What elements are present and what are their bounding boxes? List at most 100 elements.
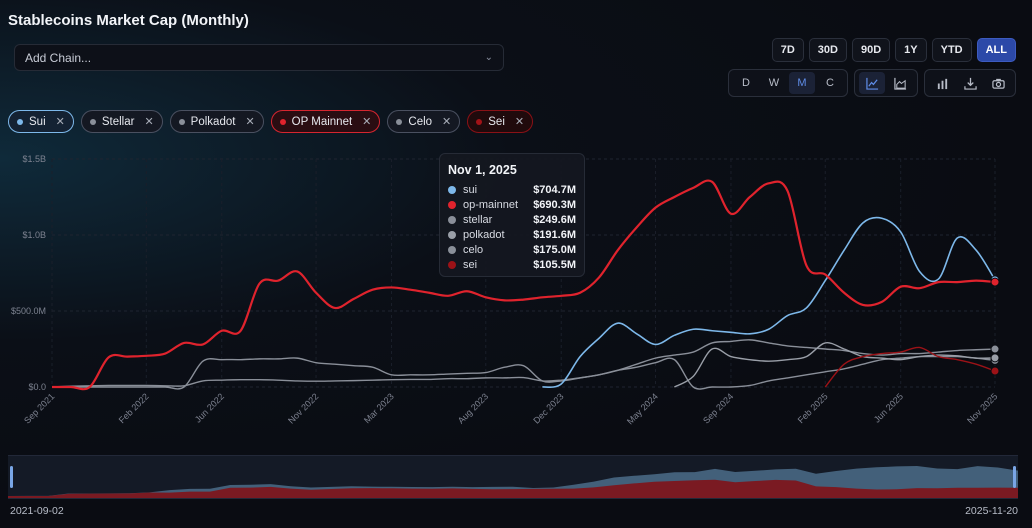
tooltip-series-value: $105.5M: [533, 258, 576, 271]
chip-label: Celo: [408, 115, 433, 128]
chip-label: OP Mainnet: [291, 115, 353, 128]
navigator-op-area: [8, 479, 1018, 498]
close-icon[interactable]: ✕: [514, 116, 525, 128]
sui-color-dot: [17, 118, 23, 125]
chip-label: Sui: [29, 115, 46, 128]
tooltip-series-name: celo: [463, 243, 484, 256]
x-tick-label: Jun 2022: [193, 391, 226, 424]
y-tick-label: $500.0M: [11, 306, 46, 316]
chip-celo[interactable]: Celo ✕: [387, 110, 461, 133]
y-tick-label: $1.0B: [22, 230, 46, 240]
tooltip-row: sei $105.5M: [448, 257, 576, 272]
interval-c-button[interactable]: C: [826, 77, 834, 89]
tooltip-row: celo $175.0M: [448, 242, 576, 257]
download-icon[interactable]: [957, 72, 983, 94]
x-tick-label: May 2024: [625, 391, 660, 426]
area-chart-icon[interactable]: [887, 72, 913, 94]
series-line-celo: [51, 355, 996, 390]
series-endpoint-stellar: [990, 344, 1000, 354]
range-navigator[interactable]: [8, 455, 1018, 499]
tooltip-series-value: $191.6M: [533, 228, 576, 241]
x-tick-label: Mar 2023: [362, 391, 396, 425]
interval-d-button[interactable]: D: [742, 77, 750, 89]
tooltip-series-dot: [448, 245, 456, 254]
interval-w-button[interactable]: W: [768, 77, 780, 89]
range-ytd-button[interactable]: YTD: [931, 38, 972, 62]
navigator-preview: [8, 466, 1018, 498]
range-30d-button[interactable]: 30D: [808, 38, 847, 62]
tooltip-series-dot: [448, 230, 456, 239]
series-line-polkadot: [674, 342, 996, 388]
range-90d-button[interactable]: 90D: [851, 38, 891, 62]
stellar-color-dot: [89, 118, 96, 125]
add-chain-select[interactable]: Add Chain... ⌄: [14, 44, 504, 71]
chip-polkadot[interactable]: Polkadot ✕: [169, 110, 264, 133]
sei-color-dot: [476, 118, 483, 125]
series-endpoint-op-mainnet: [990, 277, 1000, 287]
interval-m-button[interactable]: M: [789, 72, 815, 94]
y-tick-label: $0.0: [28, 382, 46, 392]
tooltip-series-name: sei: [463, 258, 478, 271]
tooltip-series-value: $175.0M: [533, 243, 576, 256]
tooltip-row: op-mainnet $690.3M: [448, 197, 576, 212]
chevron-down-icon: ⌄: [484, 52, 493, 63]
chip-label: Polkadot: [190, 115, 236, 128]
camera-icon[interactable]: [985, 72, 1011, 94]
tooltip-series-name: op-mainnet: [463, 198, 519, 211]
tooltip-row: stellar $249.6M: [448, 212, 576, 227]
chip-stellar[interactable]: Stellar ✕: [80, 110, 163, 133]
chain-chips: Sui ✕ Stellar ✕ Polkadot ✕ OP Mainnet ✕ …: [8, 110, 534, 133]
tooltip-series-name: sui: [463, 183, 478, 196]
series-line-sei: [824, 346, 996, 388]
tooltip-row: sui $704.7M: [448, 182, 576, 197]
tooltip-series-dot: [448, 200, 456, 209]
tooltip-series-value: $690.3M: [533, 198, 576, 211]
x-tick-label: Jun 2025: [872, 391, 905, 424]
chip-op-mainnet[interactable]: OP Mainnet ✕: [270, 110, 381, 133]
range-1y-button[interactable]: 1Y: [895, 38, 927, 62]
tooltip-series-value: $704.7M: [533, 183, 576, 196]
series-line-stellar: [52, 339, 996, 390]
interval-group: D W M C: [728, 69, 848, 97]
chip-sui[interactable]: Sui ✕: [8, 110, 74, 133]
close-icon[interactable]: ✕: [55, 116, 65, 128]
x-tick-label: Sep 2021: [22, 391, 56, 425]
tooltip-series-name: polkadot: [463, 228, 505, 241]
navigator-left-handle[interactable]: [10, 466, 13, 488]
x-tick-label: Nov 2025: [965, 391, 999, 425]
x-tick-label: Aug 2023: [456, 391, 490, 425]
x-tick-label: Feb 2025: [796, 391, 830, 425]
range-7d-button[interactable]: 7D: [771, 38, 804, 62]
navigator-right-handle[interactable]: [1013, 466, 1016, 488]
tooltip-series-dot: [448, 185, 456, 194]
page-title: Stablecoins Market Cap (Monthly): [8, 12, 249, 29]
navigator-end-date: 2025-11-20: [965, 505, 1018, 517]
tooltip-series-dot: [448, 215, 456, 224]
close-icon[interactable]: ✕: [245, 116, 255, 128]
tooltip-series-name: stellar: [463, 213, 493, 226]
tooltip-series-value: $249.6M: [533, 213, 576, 226]
range-all-button[interactable]: ALL: [976, 38, 1016, 62]
add-chain-placeholder: Add Chain...: [25, 50, 92, 65]
series-line-sui: [542, 216, 996, 388]
close-icon[interactable]: ✕: [442, 116, 452, 128]
export-group: [924, 69, 1016, 97]
bar-chart-icon[interactable]: [929, 72, 955, 94]
close-icon[interactable]: ✕: [144, 116, 154, 128]
op-mainnet-color-dot: [279, 118, 286, 125]
x-tick-label: Nov 2022: [286, 391, 320, 425]
y-tick-label: $1.5B: [22, 154, 46, 164]
close-icon[interactable]: ✕: [362, 116, 372, 128]
chip-label: Stellar: [101, 115, 135, 128]
series-endpoint-sei: [990, 366, 1000, 376]
x-tick-label: Sep 2024: [701, 391, 735, 425]
tooltip-date: Nov 1, 2025: [448, 163, 517, 177]
chart-tooltip: Nov 1, 2025 sui $704.7M op-mainnet $690.3M s…: [439, 153, 585, 277]
chart-toolbar: D W M C: [728, 69, 1016, 97]
line-chart-icon[interactable]: [859, 72, 885, 94]
tooltip-row: polkadot $191.6M: [448, 227, 576, 242]
x-tick-label: Dec 2023: [531, 391, 565, 425]
chip-sei[interactable]: Sei ✕: [467, 110, 534, 133]
chip-label: Sei: [488, 115, 505, 128]
chart-type-group: [854, 69, 918, 97]
